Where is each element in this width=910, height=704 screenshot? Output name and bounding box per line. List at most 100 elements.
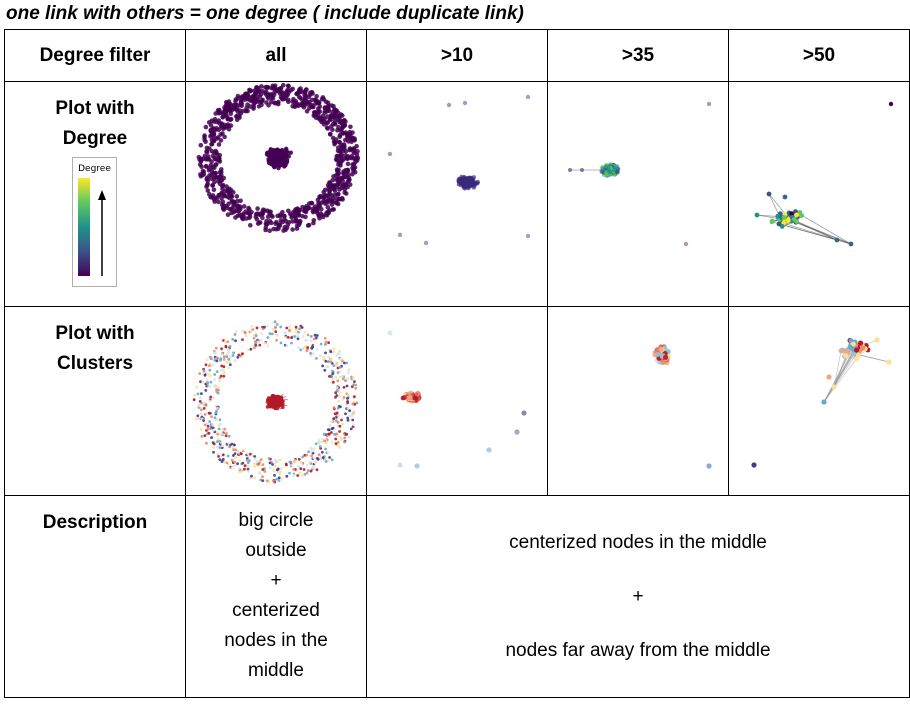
graph-node bbox=[580, 168, 584, 172]
graph-node bbox=[248, 452, 252, 456]
description-row: Description big circle outside + centeri… bbox=[4, 495, 910, 698]
graph-node bbox=[334, 362, 338, 365]
graph-node bbox=[319, 212, 325, 218]
graph-node bbox=[321, 189, 326, 195]
graph-node bbox=[290, 103, 295, 109]
graph-node bbox=[268, 332, 272, 336]
graph-node bbox=[213, 156, 218, 162]
graph-node bbox=[219, 368, 223, 372]
degree-colorbar-legend: Degree bbox=[72, 157, 117, 287]
cluster-plot-gt35 bbox=[547, 306, 729, 496]
graph-node bbox=[799, 213, 805, 219]
graph-node bbox=[309, 339, 313, 343]
graph-node bbox=[313, 333, 317, 337]
graph-node bbox=[212, 446, 215, 449]
graph-node bbox=[298, 327, 302, 331]
graph-node bbox=[351, 418, 355, 422]
graph-node bbox=[232, 443, 236, 447]
graph-node bbox=[342, 396, 346, 399]
graph-node bbox=[333, 432, 336, 436]
graph-node bbox=[288, 150, 293, 155]
graph-node bbox=[335, 386, 339, 389]
graph-node bbox=[308, 90, 313, 95]
graph-node bbox=[307, 450, 310, 454]
graph-node bbox=[225, 212, 231, 217]
graph-node bbox=[340, 197, 345, 202]
graph-node bbox=[350, 165, 355, 171]
graph-node bbox=[297, 464, 300, 468]
graph-node bbox=[341, 377, 345, 381]
graph-node bbox=[264, 84, 270, 90]
graph-node bbox=[215, 356, 219, 360]
graph-node bbox=[216, 406, 219, 410]
graph-node bbox=[251, 97, 257, 102]
graph-node bbox=[337, 162, 343, 167]
graph-node bbox=[305, 463, 309, 467]
graph-node bbox=[338, 365, 342, 369]
graph-node bbox=[305, 453, 309, 457]
graph-node bbox=[216, 178, 221, 184]
graph-node bbox=[831, 384, 837, 390]
graph-node bbox=[343, 361, 346, 365]
graph-node bbox=[205, 188, 211, 193]
graph-node bbox=[295, 328, 299, 331]
graph-node bbox=[303, 97, 308, 102]
degree-plot-gt50 bbox=[728, 81, 910, 307]
graph-node bbox=[337, 414, 340, 418]
graph-node bbox=[326, 365, 330, 369]
graph-node bbox=[250, 474, 253, 478]
graph-node bbox=[341, 374, 344, 378]
graph-node bbox=[255, 326, 259, 330]
graph-node bbox=[241, 204, 247, 209]
graph-node bbox=[246, 465, 250, 469]
graph-node bbox=[225, 116, 231, 122]
graph-edge bbox=[795, 211, 852, 245]
graph-node bbox=[294, 459, 297, 463]
graph-node bbox=[221, 458, 225, 461]
graph-node bbox=[208, 368, 212, 372]
graph-node bbox=[261, 475, 264, 479]
graph-node bbox=[301, 455, 305, 459]
graph-node bbox=[290, 463, 293, 467]
graph-node bbox=[322, 108, 328, 114]
graph-node bbox=[226, 340, 230, 344]
graph-node bbox=[345, 432, 348, 436]
graph-node bbox=[343, 181, 349, 187]
graph-node bbox=[225, 355, 229, 359]
graph-node bbox=[241, 329, 245, 333]
graph-node bbox=[328, 131, 333, 137]
outlier-node bbox=[387, 330, 393, 336]
graph-node bbox=[278, 472, 282, 476]
graph-node bbox=[332, 121, 338, 127]
graph-node bbox=[336, 191, 341, 197]
graph-node bbox=[239, 94, 245, 99]
up-arrow-icon bbox=[98, 190, 106, 276]
graph-node bbox=[317, 203, 323, 209]
graph-node bbox=[206, 427, 210, 431]
legend-title: Degree bbox=[78, 164, 111, 174]
graph-node bbox=[337, 181, 343, 187]
graph-node bbox=[352, 395, 356, 399]
graph-node bbox=[335, 148, 341, 153]
graph-node bbox=[215, 409, 218, 413]
graph-node bbox=[334, 375, 338, 379]
graph-node bbox=[318, 445, 322, 448]
graph-node bbox=[248, 459, 251, 462]
graph-node bbox=[847, 344, 853, 350]
graph-node bbox=[320, 450, 324, 454]
cluster-plot-gt10-svg bbox=[387, 330, 527, 469]
graph-node bbox=[213, 373, 217, 376]
outlier-node bbox=[446, 102, 452, 108]
graph-node bbox=[342, 123, 347, 128]
graph-node bbox=[299, 461, 303, 464]
graph-node bbox=[227, 434, 231, 438]
graph-node bbox=[194, 417, 198, 421]
graph-node bbox=[214, 346, 218, 350]
outlier-node bbox=[751, 462, 757, 468]
outlier-node bbox=[514, 429, 520, 435]
graph-node bbox=[266, 336, 270, 339]
graph-node bbox=[314, 94, 319, 99]
graph-node bbox=[332, 118, 338, 123]
graph-node bbox=[339, 185, 344, 191]
graph-node bbox=[209, 427, 212, 430]
